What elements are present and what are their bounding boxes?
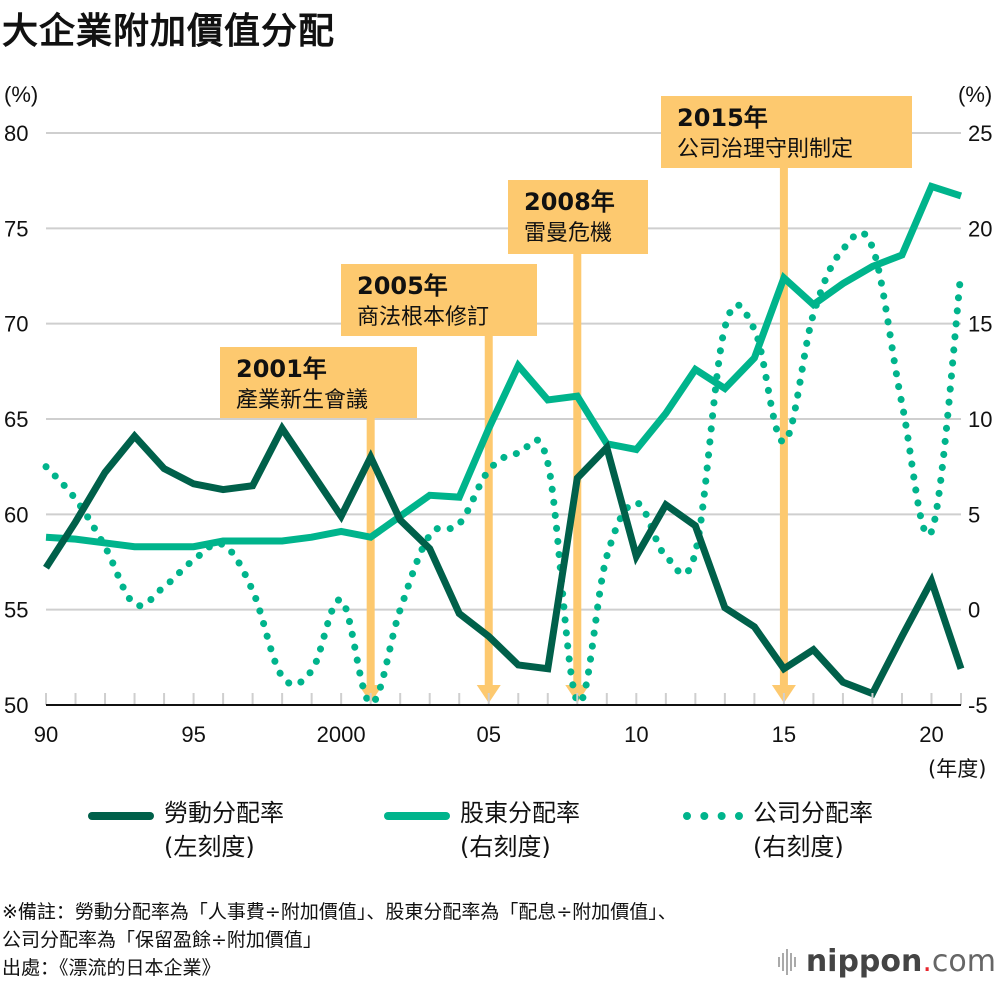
annotation-year: 2015年 bbox=[677, 104, 768, 132]
annotation-year: 2001年 bbox=[236, 355, 327, 383]
logo-main: nippon bbox=[805, 944, 923, 979]
y-right-tick-label: 25 bbox=[968, 121, 992, 146]
line-chart: 2001年產業新生會議2005年商法根本修訂2008年雷曼危機2015年公司治理… bbox=[4, 82, 992, 781]
legend-item-shareholder-share: 股東分配率 (右刻度) bbox=[384, 796, 580, 864]
series-line-dotted bbox=[42, 229, 965, 707]
y-right-tick-label: 0 bbox=[968, 598, 980, 623]
annotation-box bbox=[661, 96, 912, 168]
y-left-tick-label: 50 bbox=[4, 693, 28, 718]
legend-label: 股東分配率 bbox=[460, 799, 580, 827]
y-right-tick-label: 5 bbox=[968, 502, 980, 527]
annotation-box bbox=[508, 180, 648, 254]
legend-label: 公司分配率 bbox=[753, 799, 873, 827]
y-left-tick-label: 75 bbox=[4, 216, 28, 241]
series-company-share bbox=[42, 229, 965, 707]
right-axis-unit: (%) bbox=[958, 82, 992, 107]
series-shareholder-share bbox=[45, 182, 963, 551]
annotation-text: 雷曼危機 bbox=[524, 221, 612, 246]
y-right-tick-label: -5 bbox=[968, 693, 988, 718]
legend-label: 勞動分配率 bbox=[164, 799, 284, 827]
footnote-line: ※備註：勞動分配率為「人事費÷附加價值」、股東分配率為「配息÷附加價值」、 bbox=[2, 901, 677, 923]
annotation-text: 商法根本修訂 bbox=[357, 305, 489, 330]
series-line bbox=[45, 182, 963, 551]
annotation-box bbox=[220, 347, 417, 418]
annotation-text: 產業新生會議 bbox=[236, 388, 368, 413]
annotation-year: 2008年 bbox=[524, 188, 615, 216]
legend-scale: (右刻度) bbox=[753, 833, 844, 861]
y-left-tick-label: 65 bbox=[4, 407, 28, 432]
legend-swatch-dotted bbox=[683, 812, 743, 820]
x-tick-label: 15 bbox=[772, 722, 796, 747]
x-tick-label: 05 bbox=[476, 722, 500, 747]
y-right-tick-label: 20 bbox=[968, 216, 992, 241]
y-left-tick-label: 60 bbox=[4, 502, 28, 527]
nippon-logo: nippon. com bbox=[777, 944, 996, 979]
annotation-text: 公司治理守則制定 bbox=[677, 137, 853, 162]
annotation-arrow-shaft bbox=[779, 168, 788, 689]
series-labor-share bbox=[43, 421, 965, 698]
left-axis-unit: (%) bbox=[4, 82, 38, 107]
y-left-tick-label: 70 bbox=[4, 312, 28, 337]
series-group bbox=[42, 182, 965, 707]
annotation-year: 2005年 bbox=[357, 272, 448, 300]
footnote-line: 公司分配率為「保留盈餘÷附加價值」 bbox=[2, 929, 322, 951]
chart-title: 大企業附加價值分配 bbox=[2, 11, 336, 52]
legend-scale: (右刻度) bbox=[460, 833, 551, 861]
y-right-tick-label: 10 bbox=[968, 407, 992, 432]
annotation-arrow-shaft bbox=[573, 254, 582, 689]
x-tick-label: 20 bbox=[919, 722, 943, 747]
legend-item-labor-share: 勞動分配率 (左刻度) bbox=[88, 796, 284, 864]
y-axis-left: 50 55 60 65 70 75 80 bbox=[4, 121, 28, 718]
x-tick-label: 90 bbox=[34, 722, 58, 747]
x-axis-unit: (年度) bbox=[928, 757, 986, 781]
x-tick-label: 2000 bbox=[317, 722, 366, 747]
footnote: ※備註：勞動分配率為「人事費÷附加價值」、股東分配率為「配息÷附加價值」、 公司… bbox=[2, 898, 677, 982]
y-left-tick-label: 80 bbox=[4, 121, 28, 146]
annotation-box bbox=[341, 264, 537, 336]
x-tick-label: 95 bbox=[181, 722, 205, 747]
logo-suffix: com bbox=[931, 944, 996, 979]
sound-bars-icon bbox=[777, 948, 798, 975]
legend-item-company-share: 公司分配率 (右刻度) bbox=[683, 796, 873, 864]
x-axis: 90 95 2000 05 10 15 20 bbox=[34, 693, 962, 747]
legend-swatch-solid-dark bbox=[88, 812, 154, 820]
annotations: 2001年產業新生會議2005年商法根本修訂2008年雷曼危機2015年公司治理… bbox=[220, 96, 912, 703]
annotation-arrow-shaft bbox=[484, 336, 493, 689]
legend-scale: (左刻度) bbox=[164, 833, 255, 861]
x-tick-label: 10 bbox=[624, 722, 648, 747]
annotation-arrow-shaft bbox=[366, 418, 375, 689]
y-left-tick-label: 55 bbox=[4, 598, 28, 623]
source-line: 出處：《漂流的日本企業》 bbox=[2, 957, 221, 979]
legend-swatch-solid-light bbox=[384, 812, 450, 820]
series-line bbox=[43, 421, 965, 698]
gridlines bbox=[46, 132, 961, 611]
logo-dot: . bbox=[922, 944, 932, 979]
y-right-tick-label: 15 bbox=[968, 312, 992, 337]
y-axis-right: -5 0 5 10 15 20 25 bbox=[968, 121, 992, 718]
